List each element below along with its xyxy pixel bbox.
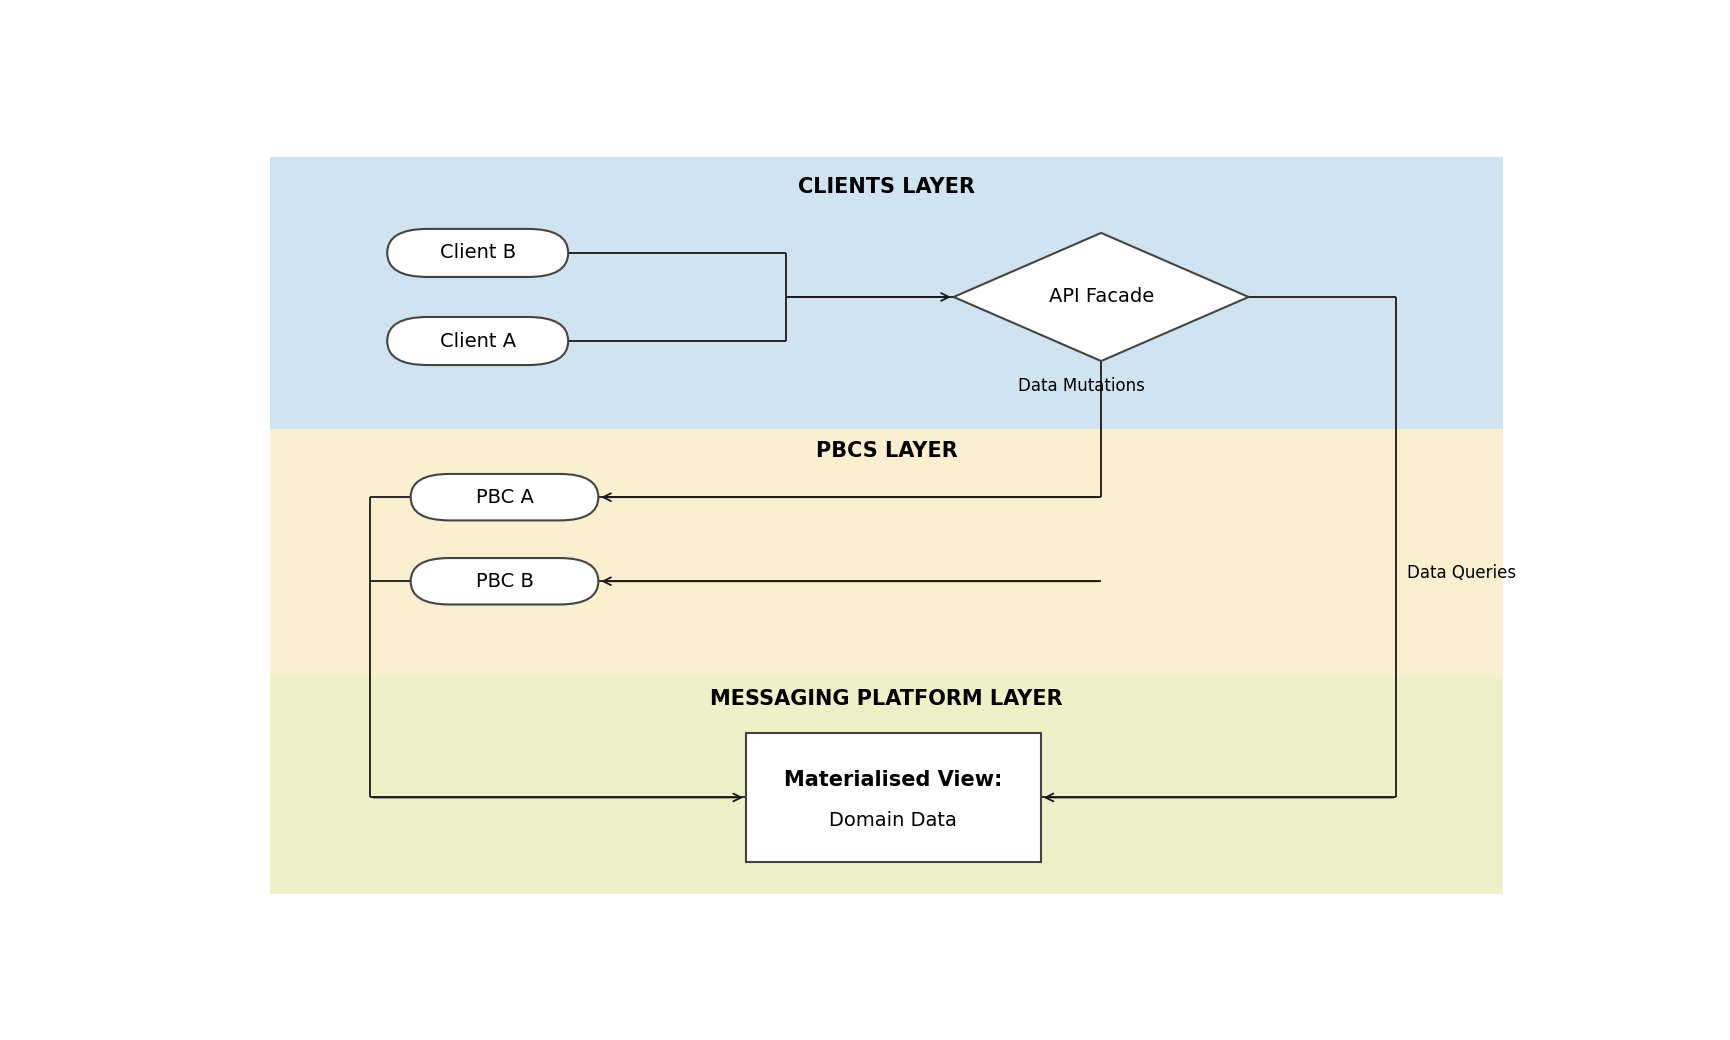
FancyBboxPatch shape <box>388 317 567 365</box>
FancyBboxPatch shape <box>410 474 599 520</box>
Text: PBC B: PBC B <box>476 572 533 591</box>
Text: Data Mutations: Data Mutations <box>1017 378 1145 395</box>
Text: Client B: Client B <box>439 243 516 262</box>
Text: PBC A: PBC A <box>476 488 533 506</box>
Text: MESSAGING PLATFORM LAYER: MESSAGING PLATFORM LAYER <box>711 690 1062 709</box>
FancyBboxPatch shape <box>746 733 1041 861</box>
Text: Domain Data: Domain Data <box>829 811 957 830</box>
Text: CLIENTS LAYER: CLIENTS LAYER <box>798 177 976 197</box>
FancyBboxPatch shape <box>410 558 599 604</box>
FancyBboxPatch shape <box>270 677 1503 893</box>
FancyBboxPatch shape <box>388 229 567 277</box>
Text: PBCS LAYER: PBCS LAYER <box>817 441 957 461</box>
FancyBboxPatch shape <box>270 157 1503 430</box>
Polygon shape <box>953 233 1249 361</box>
Text: API Facade: API Facade <box>1048 287 1154 307</box>
FancyBboxPatch shape <box>270 430 1503 677</box>
Text: Data Queries: Data Queries <box>1406 565 1515 582</box>
Text: Client A: Client A <box>439 332 516 350</box>
Text: Materialised View:: Materialised View: <box>784 770 1002 789</box>
